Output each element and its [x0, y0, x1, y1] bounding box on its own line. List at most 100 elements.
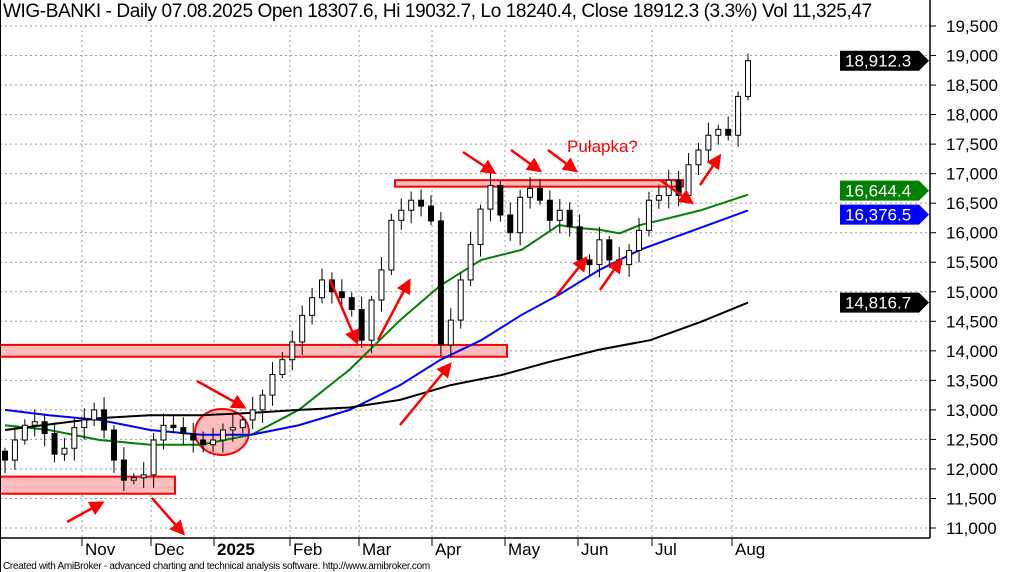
candle-body — [269, 373, 276, 396]
y-tick-label: 15,000 — [946, 283, 998, 302]
x-tick-label: Feb — [293, 540, 322, 559]
y-tick-label: 13,000 — [946, 401, 998, 420]
candle — [745, 53, 751, 101]
candle — [427, 195, 434, 226]
candle-body — [487, 184, 494, 210]
candle — [636, 218, 643, 263]
candle-body — [586, 259, 593, 266]
candle — [358, 296, 365, 348]
candle — [378, 257, 385, 312]
candle-body — [645, 199, 652, 231]
candle — [645, 191, 652, 237]
red-arrow-icon — [399, 362, 452, 426]
candle — [51, 422, 58, 463]
candle-body — [477, 208, 484, 246]
candle — [368, 295, 375, 353]
candle — [289, 330, 296, 371]
candle — [219, 423, 226, 453]
price-tag-bg — [840, 50, 929, 71]
candle-body — [239, 419, 246, 429]
red-arrow-icon — [555, 256, 588, 297]
y-tick-label: 17,000 — [946, 165, 998, 184]
candle-body — [259, 394, 266, 411]
chart-title: WIG-BANKI - Daily 07.08.2025 Open 18307.… — [3, 1, 928, 23]
candle-body — [536, 187, 543, 201]
candle-body — [319, 279, 326, 299]
candle — [21, 419, 28, 445]
candle-body — [636, 229, 643, 251]
candle-body — [160, 424, 167, 441]
candle-body — [190, 433, 197, 441]
candle — [685, 152, 692, 200]
candle-body — [447, 319, 454, 346]
x-tick-label: Aug — [735, 540, 765, 559]
candle-body — [695, 149, 702, 166]
candle-body — [437, 220, 444, 346]
candle-body — [81, 419, 88, 429]
candle — [239, 416, 246, 434]
candle — [120, 447, 127, 492]
candle — [210, 427, 217, 452]
red-arrow-icon — [376, 278, 411, 341]
candle-body — [140, 474, 147, 479]
candle-body — [150, 439, 157, 476]
candle — [725, 116, 732, 141]
candle — [487, 172, 494, 222]
candle — [110, 425, 117, 473]
candle-body — [101, 409, 108, 431]
x-tick-label: Mar — [362, 540, 392, 559]
candle-body — [279, 359, 286, 375]
x-tick-label: Apr — [435, 540, 462, 559]
candle — [418, 189, 425, 217]
moving-average-line-1 — [4, 209, 749, 436]
candle-body — [457, 279, 464, 321]
y-tick-label: 19,500 — [946, 17, 998, 36]
footer-credit: Created with AmiBroker - advanced charti… — [3, 561, 430, 572]
candle — [170, 416, 177, 433]
red-arrow-icon — [151, 497, 185, 536]
candle-body — [408, 199, 415, 211]
candle-body — [398, 209, 405, 221]
y-tick-label: 14,500 — [946, 312, 998, 331]
candle — [309, 287, 316, 325]
candle — [517, 189, 524, 246]
candle — [457, 273, 464, 329]
price-tag-label: 16,644.4 — [845, 182, 911, 201]
candle — [61, 438, 68, 461]
candle — [259, 389, 266, 423]
candle — [319, 268, 326, 304]
candle — [71, 418, 78, 461]
candle — [41, 413, 48, 447]
candle — [200, 431, 207, 453]
y-tick-label: 13,500 — [946, 371, 998, 390]
red-arrow-icon — [598, 257, 623, 291]
red-arrow-icon — [66, 501, 105, 524]
candle-body — [229, 427, 236, 431]
candle — [190, 422, 197, 453]
price-tag-bg — [840, 292, 929, 313]
x-tick-label: May — [508, 540, 541, 559]
candle — [665, 169, 672, 209]
candle-body — [715, 128, 722, 136]
candle-body — [527, 187, 534, 198]
candle-body — [546, 199, 553, 221]
candle — [536, 178, 543, 205]
support-resistance-zone — [394, 179, 684, 188]
candle-body — [348, 297, 355, 310]
y-tick-label: 16,000 — [946, 224, 998, 243]
candle — [566, 202, 573, 237]
support-resistance-zone — [0, 343, 508, 358]
candle-body — [11, 439, 18, 461]
candle — [249, 396, 256, 429]
price-tag-label: 14,816.7 — [845, 294, 911, 313]
moving-average-line-0 — [4, 193, 749, 446]
candle-body — [200, 439, 207, 446]
red-arrow-icon — [547, 149, 578, 173]
x-tick-label: Jun — [581, 540, 608, 559]
candle-body — [130, 477, 137, 481]
x-tick-label: Dec — [154, 540, 185, 559]
x-tick-label: 2025 — [217, 540, 255, 559]
candle-body — [556, 209, 563, 221]
candle-body — [51, 433, 58, 455]
candle-body — [299, 314, 306, 343]
